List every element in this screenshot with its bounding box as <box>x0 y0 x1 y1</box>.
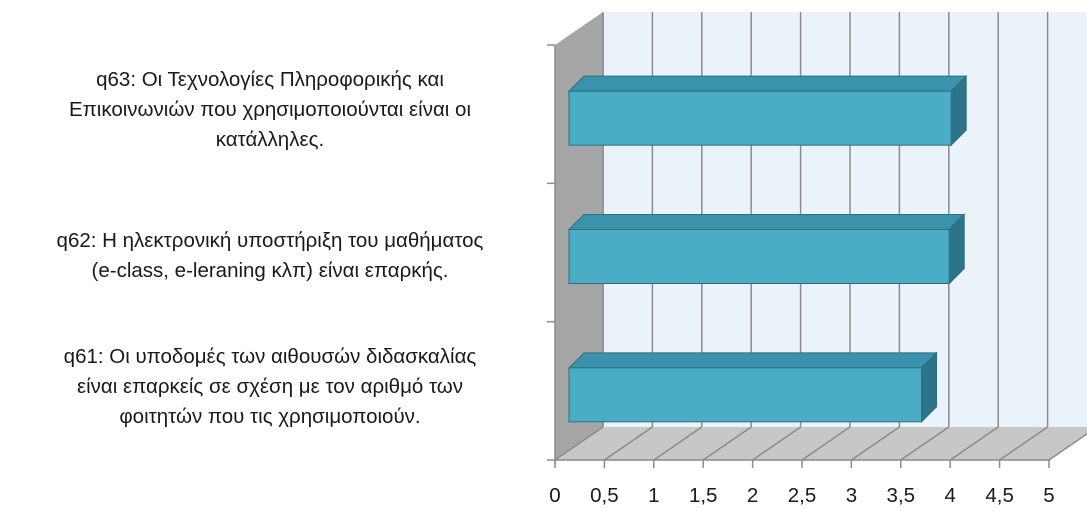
floor-gridline <box>801 426 851 461</box>
floor-gridline <box>603 426 653 461</box>
floor-gridline <box>850 426 900 461</box>
floor-gridline <box>949 426 999 461</box>
bar-top <box>567 352 938 369</box>
bar-top <box>567 75 968 92</box>
bar <box>568 90 952 146</box>
category-label: q62: Η ηλεκτρονική υποστήριξη του μαθήμα… <box>0 226 540 286</box>
category-label: q63: Οι Τεχνολογίες Πληροφορικής και Επικ… <box>0 65 540 155</box>
category-label-line: q62: Η ηλεκτρονική υποστήριξη του μαθήμα… <box>56 229 484 252</box>
category-label-line: Επικοινωνιών που χρησιμοποιούνται είναι … <box>68 98 472 121</box>
x-tick-label: 0,5 <box>590 484 619 507</box>
floor-gridline <box>999 426 1049 461</box>
bar <box>568 367 923 423</box>
bar-top <box>567 214 966 230</box>
x-tick-label: 1,5 <box>689 484 718 507</box>
category-label-line: q63: Οι Τεχνολογίες Πληροφορικής και <box>96 68 444 91</box>
floor-gridline <box>752 426 802 461</box>
x-tick-label: 4,5 <box>985 484 1014 507</box>
x-tick-label: 4 <box>944 484 955 507</box>
x-tick-label: 0 <box>549 484 560 507</box>
x-tick-label: 2 <box>747 484 758 507</box>
floor <box>555 427 1087 460</box>
x-tick-label: 1 <box>648 484 659 507</box>
category-label-line: (e-class, e-leraning κλπ) είναι επαρκής. <box>91 259 449 282</box>
floor-gridline <box>1048 432 1087 461</box>
category-label-line: κατάλληλες. <box>215 128 325 151</box>
category-label-line: είναι επαρκείς σε σχέση με τον αριθμό τω… <box>76 375 464 398</box>
category-label: q61: Οι υποδομές των αιθουσών διδασκαλία… <box>0 342 540 432</box>
x-tick-label: 5 <box>1043 484 1054 507</box>
x-tick-label: 3 <box>846 484 857 507</box>
floor-gridline <box>554 426 604 461</box>
x-tick-label: 3,5 <box>887 484 916 507</box>
x-tick-label: 2,5 <box>788 484 817 507</box>
category-label-line: q61: Οι υποδομές των αιθουσών διδασκαλία… <box>63 345 477 368</box>
category-label-line: φοιτητών που τις χρησιμοποιούν. <box>119 405 421 428</box>
floor-gridline <box>702 426 752 461</box>
bar <box>568 229 950 284</box>
floor-gridline <box>653 426 703 461</box>
floor-gridline <box>900 426 950 461</box>
